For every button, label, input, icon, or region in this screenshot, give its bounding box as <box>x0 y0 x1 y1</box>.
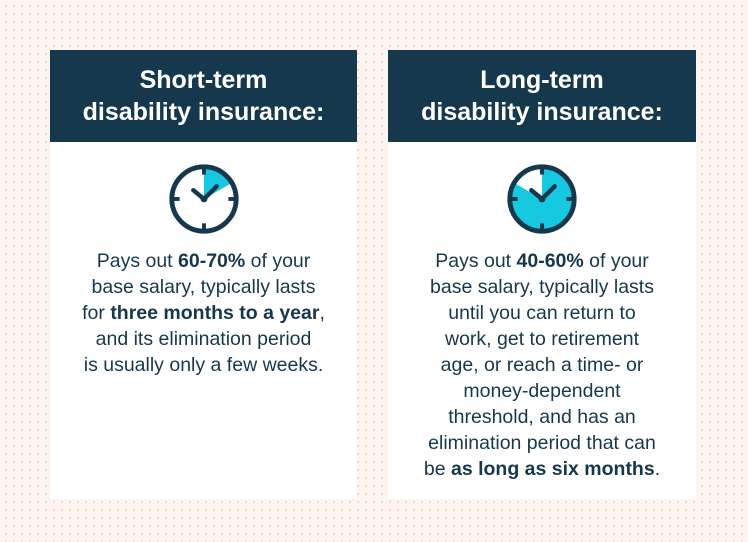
short-term-panel: Short-term disability insurance: Pays ou… <box>50 50 357 499</box>
long-term-header: Long-term disability insurance: <box>388 50 696 142</box>
short-term-description: Pays out 60-70% of your base salary, typ… <box>82 250 325 376</box>
short-term-header: Short-term disability insurance: <box>50 50 357 142</box>
clock-icon <box>507 164 577 234</box>
long-term-title: Long-term disability insurance: <box>421 66 663 126</box>
clock-icon <box>168 164 239 234</box>
short-term-title: Short-term disability insurance: <box>82 66 325 126</box>
long-term-panel: Long-term disability insurance: Pays ou <box>388 50 696 499</box>
long-term-description: Pays out 40-60% of your base salary, typ… <box>423 250 661 480</box>
